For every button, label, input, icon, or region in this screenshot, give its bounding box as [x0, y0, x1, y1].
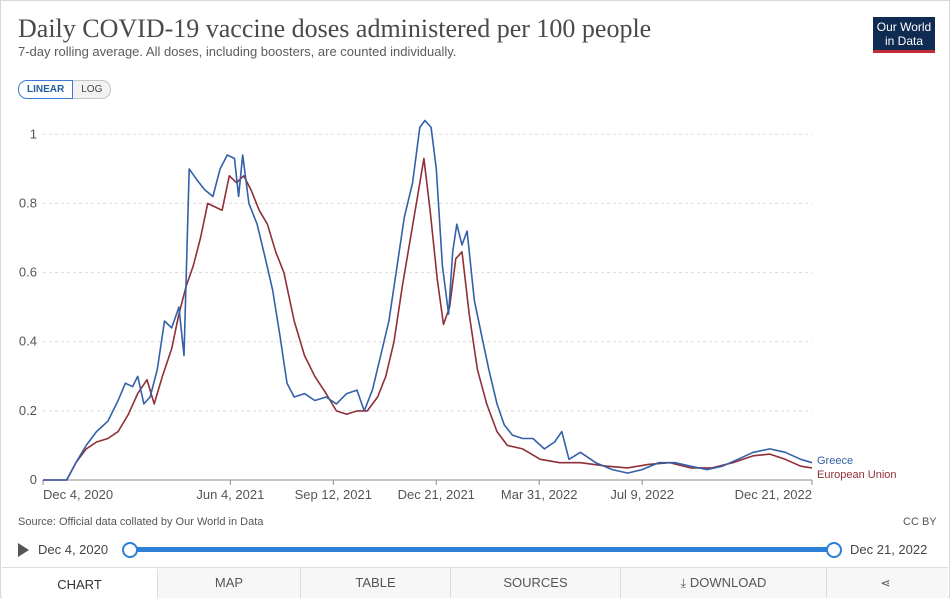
play-icon[interactable] [18, 543, 29, 557]
log-scale-button[interactable]: LOG [73, 80, 112, 99]
x-tick-label: Jun 4, 2021 [196, 487, 264, 502]
x-tick-label: Sep 12, 2021 [295, 487, 372, 502]
x-tick-label: Jul 9, 2022 [610, 487, 674, 502]
tab-sources[interactable]: SOURCES [451, 568, 621, 598]
timeline-start-handle[interactable] [122, 542, 138, 558]
y-tick-label: 0.8 [19, 195, 37, 210]
line-chart: 0 0.2 0.4 0.6 0.8 1 Dec 4, 2020 Jun 4, 2021 Sep… [19, 119, 897, 502]
y-tick-label: 0.2 [19, 403, 37, 418]
y-tick-label: 0.4 [19, 334, 37, 349]
timeline-start-label: Dec 4, 2020 [38, 542, 109, 557]
tab-bar: CHART MAP TABLE SOURCES ⤓ DOWNLOAD ⋖ [2, 567, 948, 598]
chart-subtitle: 7-day rolling average. All doses, includ… [18, 44, 457, 59]
y-tick-label: 0 [30, 472, 37, 487]
license-link[interactable]: CC BY [903, 516, 937, 528]
x-tick-label: Dec 21, 2022 [735, 487, 812, 502]
legend-label-european-union: European Union [817, 469, 897, 481]
legend: Greece European Union [817, 455, 897, 481]
source-note: Source: Official data collated by Our Wo… [18, 516, 264, 528]
y-tick-label: 1 [30, 126, 37, 141]
series-line-greece [43, 119, 813, 481]
grid-lines [43, 133, 812, 481]
series-line-european-union [43, 157, 813, 481]
logo-line-1: Our World [876, 20, 932, 34]
tab-share[interactable]: ⋖ [827, 568, 948, 598]
x-tick-label: Mar 31, 2022 [501, 487, 578, 502]
chart-title: Daily COVID-19 vaccine doses administere… [18, 14, 652, 43]
owid-logo[interactable]: Our World in Data [873, 17, 935, 53]
tab-download[interactable]: ⤓ DOWNLOAD [621, 568, 827, 598]
timeline: Dec 4, 2020 Dec 21, 2022 [18, 540, 938, 560]
tab-chart[interactable]: CHART [2, 568, 158, 598]
scale-toggle: LINEAR LOG [18, 80, 112, 99]
linear-scale-button[interactable]: LINEAR [18, 80, 74, 99]
timeline-end-label: Dec 21, 2022 [850, 542, 928, 557]
x-tick-label: Dec 4, 2020 [43, 487, 113, 502]
download-icon: ⤓ [680, 576, 686, 590]
y-axis: 0 0.2 0.4 0.6 0.8 1 [19, 126, 37, 487]
download-label: DOWNLOAD [689, 575, 767, 590]
legend-label-greece: Greece [817, 455, 853, 467]
logo-line-2: in Data [884, 34, 924, 48]
x-axis: Dec 4, 2020 Jun 4, 2021 Sep 12, 2021 Dec 21… [42, 480, 813, 502]
tab-map[interactable]: MAP [158, 568, 301, 598]
timeline-end-handle[interactable] [826, 542, 842, 558]
timeline-track[interactable] [130, 547, 834, 552]
x-tick-label: Dec 21, 2021 [398, 487, 475, 502]
series-lines [43, 119, 813, 481]
tab-table[interactable]: TABLE [301, 568, 451, 598]
share-icon: ⋖ [880, 576, 891, 590]
y-tick-label: 0.6 [19, 265, 37, 280]
